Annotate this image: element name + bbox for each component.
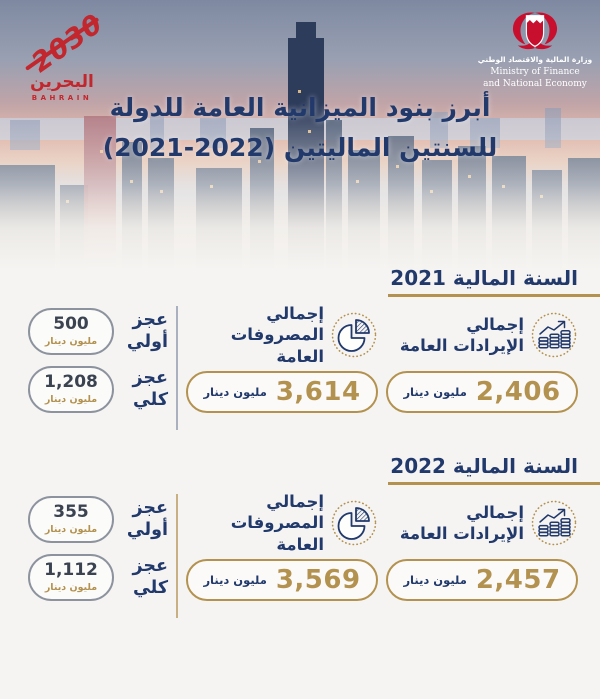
primary-deficit-label: عجز أولي <box>126 309 168 352</box>
coins-growth-icon <box>531 500 577 546</box>
revenues-label: إجمالي الإيرادات العامة <box>399 314 524 355</box>
revenues-label: إجمالي الإيرادات العامة <box>399 502 524 543</box>
column-divider <box>176 306 178 430</box>
vision-arabic-label: البحرين <box>30 72 94 92</box>
revenues-value: 2,406 <box>475 377 561 407</box>
revenues-unit: مليون دينار <box>403 385 467 399</box>
bahrain-emblem-icon <box>512 12 558 50</box>
hero-photo: 2030 البحرين BAHRAIN وزارة المالية والاق… <box>0 0 600 272</box>
total-deficit-value: 1,208 <box>44 372 98 392</box>
total-deficit-label: عجز كلي <box>132 555 168 598</box>
revenues-value-pill: 2,457 مليون دينار <box>386 559 578 601</box>
expenditures-unit: مليون دينار <box>203 573 267 587</box>
column-divider <box>176 494 178 618</box>
vision-2030-mark: 2030 <box>12 8 112 79</box>
expenditures-value-pill: 3,614 مليون دينار <box>186 371 378 413</box>
pie-chart-icon <box>331 312 377 358</box>
primary-deficit-value: 355 <box>53 502 89 522</box>
primary-deficit-unit: مليون دينار <box>44 524 98 535</box>
coins-growth-icon <box>531 312 577 358</box>
title-line-1: أبرز بنود الميزانية العامة للدولة <box>109 93 491 122</box>
photo-fade-overlay <box>0 0 600 272</box>
vision-latin-label: BAHRAIN <box>31 94 93 102</box>
primary-deficit-unit: مليون دينار <box>44 336 98 347</box>
deficits-block: عجز أولي 500 مليون دينار عجز كلي 1,208 <box>28 308 168 413</box>
total-deficit-label: عجز كلي <box>132 367 168 410</box>
expenditures-value: 3,569 <box>275 565 361 595</box>
primary-deficit-value: 500 <box>53 314 89 334</box>
primary-deficit-oval: 355 مليون دينار <box>28 496 114 543</box>
revenues-value-pill: 2,406 مليون دينار <box>386 371 578 413</box>
revenues-unit: مليون دينار <box>403 573 467 587</box>
total-deficit-value: 1,112 <box>44 560 98 580</box>
stats-row: إجمالي الإيرادات العامة 2,406 مليون دينا… <box>0 298 600 430</box>
ministry-name-arabic: وزارة المالية والاقتصاد الوطني <box>477 55 593 64</box>
stats-row: إجمالي الإيرادات العامة 2,457 مليون دينا… <box>0 486 600 618</box>
year-label: السنة المالية 2022 <box>390 454 578 478</box>
total-deficit-unit: مليون دينار <box>44 582 98 593</box>
page-title: أبرز بنود الميزانية العامة للدولة للسنتي… <box>0 88 600 168</box>
section-fy2021: السنة المالية 2021 <box>0 264 600 430</box>
title-line-2: للسنتين الماليتين (2022-2021) <box>102 133 498 162</box>
primary-deficit-row: عجز أولي 355 مليون دينار <box>28 496 168 543</box>
deficits-block: عجز أولي 355 مليون دينار عجز كلي 1,112 <box>28 496 168 601</box>
primary-deficit-oval: 500 مليون دينار <box>28 308 114 355</box>
primary-deficit-label: عجز أولي <box>126 497 168 540</box>
primary-deficit-row: عجز أولي 500 مليون دينار <box>28 308 168 355</box>
year-label: السنة المالية 2021 <box>390 266 578 290</box>
expenditures-value-pill: 3,569 مليون دينار <box>186 559 378 601</box>
expenditures-label: إجمالي المصروفات العامة <box>230 303 324 366</box>
expenditures-value: 3,614 <box>275 377 361 407</box>
year-header: السنة المالية 2021 <box>0 264 600 298</box>
revenues-value: 2,457 <box>475 565 561 595</box>
revenues-block: إجمالي الإيرادات العامة 2,457 مليون دينا… <box>386 496 578 601</box>
expenditures-unit: مليون دينار <box>203 385 267 399</box>
total-deficit-oval: 1,208 مليون دينار <box>28 366 114 413</box>
expenditures-label: إجمالي المصروفات العامة <box>230 491 324 554</box>
year-header: السنة المالية 2022 <box>0 452 600 486</box>
ministry-logo: وزارة المالية والاقتصاد الوطني Ministry … <box>476 10 594 90</box>
total-deficit-unit: مليون دينار <box>44 394 98 405</box>
year-underline <box>388 294 600 297</box>
ministry-name-english: Ministry of Finance and National Economy <box>483 67 587 89</box>
revenues-block: إجمالي الإيرادات العامة 2,406 مليون دينا… <box>386 308 578 413</box>
total-deficit-row: عجز كلي 1,208 مليون دينار <box>28 366 168 413</box>
section-fy2022: السنة المالية 2022 <box>0 452 600 618</box>
pie-chart-icon <box>331 500 377 546</box>
vision-year: 2030 <box>26 8 109 79</box>
bahrain-2030-logo: 2030 البحرين BAHRAIN <box>12 8 112 102</box>
year-underline <box>388 482 600 485</box>
expenditures-block: إجمالي المصروفات العامة 3,614 مليون دينا… <box>186 304 378 413</box>
total-deficit-oval: 1,112 مليون دينار <box>28 554 114 601</box>
expenditures-block: إجمالي المصروفات العامة 3,569 مليون دينا… <box>186 492 378 601</box>
total-deficit-row: عجز كلي 1,112 مليون دينار <box>28 554 168 601</box>
